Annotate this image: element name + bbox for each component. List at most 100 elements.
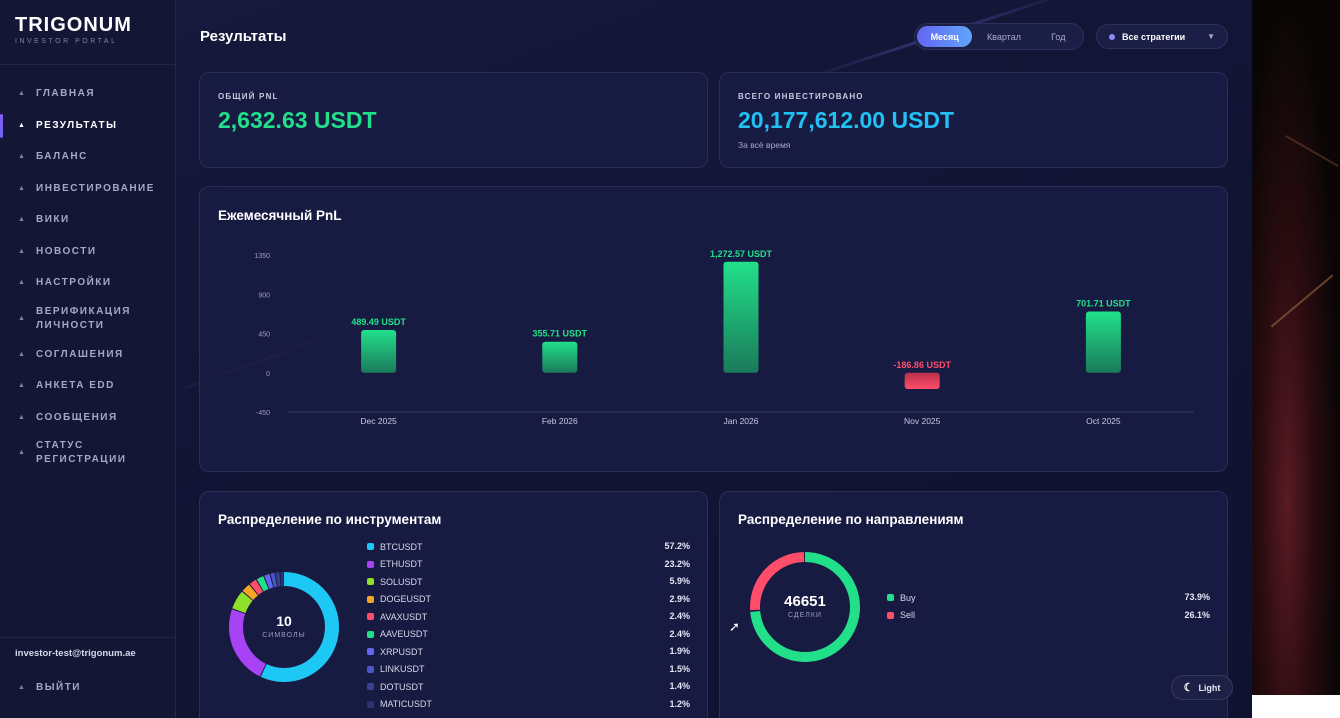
donut-slice	[750, 552, 860, 662]
triangle-icon: ▲	[18, 314, 27, 322]
legend-label: BTCUSDT	[380, 541, 423, 552]
x-tick-label: Nov 2025	[904, 416, 941, 426]
tab-month[interactable]: Месяц	[917, 26, 973, 47]
sidebar-item-9[interactable]: ▲ АНКЕТА EDD	[0, 370, 176, 402]
legend-label: XRPUSDT	[380, 646, 424, 657]
sidebar-item-7[interactable]: ▲ ВЕРИФИКАЦИЯ ЛИЧНОСТИ	[0, 299, 176, 339]
symbols-label: СИМВОЛЫ	[262, 632, 306, 639]
legend-label: DOTUSDT	[380, 681, 424, 692]
sidebar-item-8[interactable]: ▲ СОГЛАШЕНИЯ	[0, 339, 176, 371]
legend-percent: 5.9%	[669, 576, 690, 586]
brand-name: TRIGONUM	[15, 14, 132, 36]
strategy-select[interactable]: Все стратегии ▼	[1096, 24, 1228, 49]
triangle-icon: ▲	[18, 184, 27, 192]
period-tabs: Месяц Квартал Год	[914, 23, 1084, 50]
sidebar-item-3[interactable]: ▲ ИНВЕСТИРОВАНИЕ	[0, 173, 176, 205]
y-tick-label: -450	[256, 410, 270, 417]
legend-label: SOLUSDT	[380, 576, 423, 587]
symbols-count: 10	[276, 613, 292, 629]
bar	[1085, 311, 1121, 373]
page-title: Результаты	[200, 28, 287, 45]
triangle-icon: ▲	[18, 247, 27, 255]
sidebar-item-10[interactable]: ▲ СООБЩЕНИЯ	[0, 402, 176, 434]
sidebar: TRIGONUM INVESTOR PORTAL ▲ ГЛАВНАЯ ▲ РЕЗУЛЬ…	[0, 0, 176, 718]
sidebar-item-label: ГЛАВНАЯ	[36, 88, 96, 100]
bar-data-label: -186.86 USDT	[893, 360, 951, 370]
x-tick-label: Oct 2025	[1086, 416, 1121, 426]
y-tick-label: 1350	[254, 253, 270, 260]
triangle-icon: ▲	[18, 153, 27, 161]
sidebar-item-0[interactable]: ▲ ГЛАВНАЯ	[0, 78, 176, 110]
tab-year[interactable]: Год	[1051, 31, 1066, 42]
legend-percent: 1.9%	[669, 646, 690, 656]
sidebar-item-2[interactable]: ▲ БАЛАНС	[0, 141, 176, 173]
legend-item: LINKUSDT	[367, 661, 425, 679]
legend-item: Buy	[887, 589, 916, 607]
legend-percent: 73.9%	[1184, 592, 1210, 602]
x-tick-label: Dec 2025	[360, 416, 397, 426]
legend-label: MATICUSDT	[380, 699, 432, 710]
triangle-icon: ▲	[18, 216, 27, 224]
legend-item: AVAXUSDT	[367, 608, 427, 626]
legend-percent: 57.2%	[664, 541, 690, 551]
legend-label: ETHUSDT	[380, 559, 423, 570]
sidebar-item-5[interactable]: ▲ НОВОСТИ	[0, 236, 176, 268]
logout-button[interactable]: ▲ ВЫЙТИ	[0, 672, 176, 704]
sidebar-item-label: АНКЕТА EDD	[36, 380, 115, 392]
sidebar-item-6[interactable]: ▲ НАСТРОЙКИ	[0, 267, 176, 299]
legend-swatch	[887, 594, 894, 602]
sidebar-item-label: ВЕРИФИКАЦИЯ ЛИЧНОСТИ	[36, 305, 131, 331]
y-tick-label: 450	[258, 332, 270, 339]
sidebar-item-label: НАСТРОЙКИ	[36, 277, 112, 289]
legend-item: DOTUSDT	[367, 678, 424, 696]
legend-label: AAVEUSDT	[380, 629, 428, 640]
legend-label: Sell	[900, 610, 916, 621]
sidebar-item-label: РЕЗУЛЬТАТЫ	[36, 119, 118, 131]
directions-title: Распределение по направлениям	[738, 512, 964, 527]
sidebar-item-1[interactable]: ▲ РЕЗУЛЬТАТЫ	[0, 110, 176, 142]
legend-item: XRPUSDT	[367, 643, 423, 661]
legend-swatch	[367, 543, 374, 551]
legend-swatch	[367, 595, 374, 603]
legend-item: ETHUSDT	[367, 556, 423, 574]
triangle-icon: ▲	[18, 350, 27, 358]
brand-logo[interactable]: TRIGONUM INVESTOR PORTAL	[15, 14, 132, 45]
theme-toggle-label: Light	[1198, 682, 1221, 693]
legend-swatch	[367, 700, 374, 708]
x-tick-label: Feb 2026	[542, 416, 578, 426]
invested-card: ВСЕГО ИНВЕСТИРОВАНО 20,177,612.00 USDT З…	[719, 72, 1228, 168]
tab-quarter[interactable]: Квартал	[986, 31, 1021, 42]
pnl-label: ОБЩИЙ PNL	[218, 92, 279, 101]
pnl-card: ОБЩИЙ PNL 2,632.63 USDT	[199, 72, 708, 168]
legend-swatch	[367, 613, 374, 621]
invested-value: 20,177,612.00 USDT	[738, 107, 955, 133]
bar	[904, 372, 940, 390]
triangle-icon: ▲	[18, 684, 27, 692]
triangle-icon: ▲	[18, 449, 27, 456]
sidebar-item-4[interactable]: ▲ ВИКИ	[0, 204, 176, 236]
x-tick-label: Jan 2026	[724, 416, 759, 426]
chart-title: Ежемесячный PnL	[218, 208, 342, 223]
trades-label: СДЕЛКИ	[787, 612, 822, 619]
theme-toggle-button[interactable]: ☾ Light	[1171, 675, 1233, 700]
legend-percent: 1.2%	[669, 698, 690, 709]
brand-subtitle: INVESTOR PORTAL	[15, 38, 118, 45]
mouse-cursor-icon: ➚	[729, 619, 740, 634]
strategy-select-value: Все стратегии	[1122, 31, 1186, 42]
instruments-title: Распределение по инструментам	[218, 512, 442, 527]
legend-swatch	[367, 665, 374, 673]
sidebar-item-11[interactable]: ▲ СТАТУС РЕГИСТРАЦИИ	[0, 433, 176, 473]
legend-item: SOLUSDT	[367, 573, 423, 591]
divider	[0, 64, 176, 65]
pnl-value: 2,632.63 USDT	[218, 107, 377, 133]
triangle-icon: ▲	[18, 413, 27, 421]
status-dot-icon	[1109, 33, 1115, 40]
instruments-card: Распределение по инструментам 10 СИМВОЛЫ…	[199, 491, 708, 718]
legend-percent: 1.5%	[669, 663, 690, 674]
moon-icon: ☾	[1183, 682, 1194, 694]
legend-swatch	[367, 578, 374, 586]
legend-percent: 1.4%	[669, 681, 690, 691]
legend-item: Sell	[887, 607, 915, 625]
legend-swatch	[367, 648, 374, 656]
invested-label: ВСЕГО ИНВЕСТИРОВАНО	[738, 92, 864, 101]
